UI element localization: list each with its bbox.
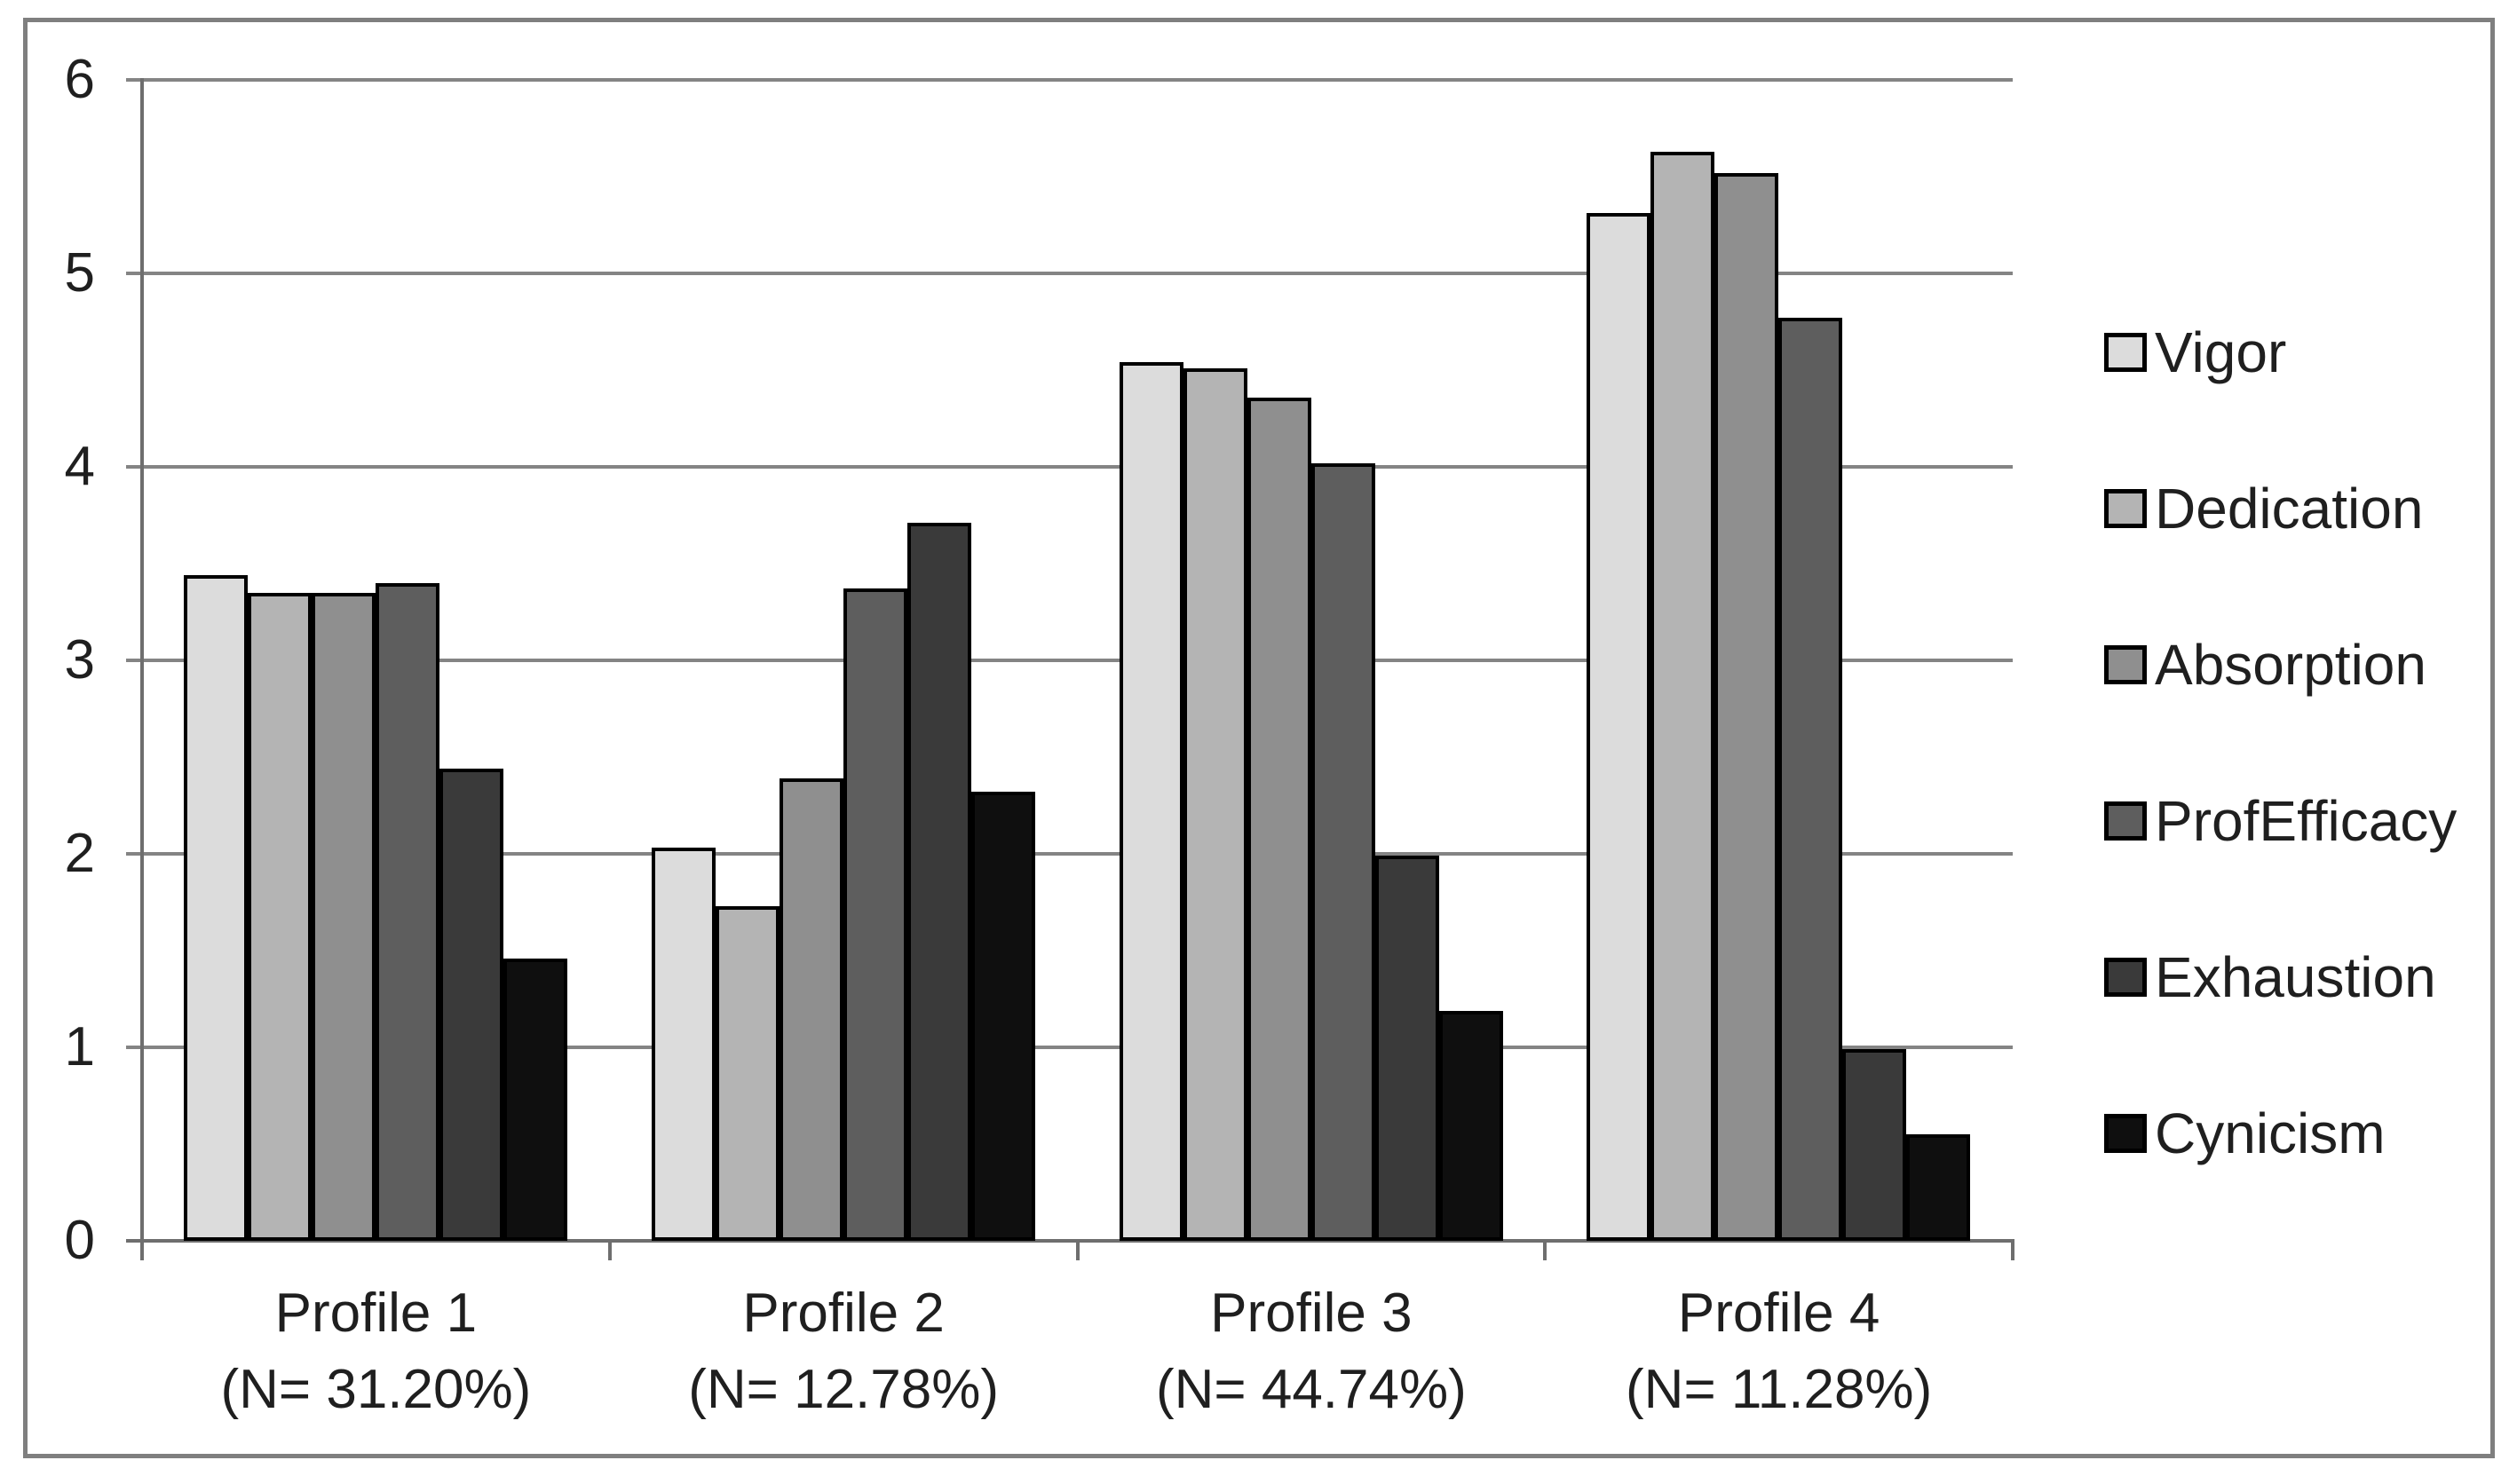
y-tick-label-4: 4 bbox=[64, 436, 95, 497]
y-tick-label-6: 6 bbox=[64, 49, 95, 110]
x-label-profile-4: Profile 4 bbox=[1677, 1283, 1880, 1344]
bar-dedication-profile-3 bbox=[1183, 368, 1247, 1241]
x-label-profile-3: Profile 3 bbox=[1210, 1283, 1413, 1344]
x-sublabel-profile-1: (N= 31.20%) bbox=[220, 1359, 532, 1420]
bar-vigor-profile-3 bbox=[1120, 362, 1183, 1241]
gridline-3 bbox=[126, 659, 2013, 662]
x-axis-tick-2 bbox=[1075, 1241, 1080, 1260]
legend-swatch-absorption bbox=[2104, 645, 2147, 684]
x-sublabel-profile-2: (N= 12.78%) bbox=[688, 1359, 1000, 1420]
bar-absorption-profile-1 bbox=[312, 593, 376, 1241]
bar-exhaustion-profile-1 bbox=[439, 769, 503, 1241]
bar-vigor-profile-4 bbox=[1587, 213, 1650, 1241]
x-axis-tick-4 bbox=[2011, 1241, 2014, 1260]
gridline-5 bbox=[126, 272, 2013, 275]
legend-label-dedication: Dedication bbox=[2155, 477, 2424, 541]
x-axis-line bbox=[126, 1239, 2014, 1243]
gridline-2 bbox=[126, 852, 2013, 856]
legend-label-vigor: Vigor bbox=[2155, 320, 2287, 384]
x-axis-tick-0 bbox=[140, 1241, 144, 1260]
legend-label-profefficacy: ProfEfficacy bbox=[2155, 789, 2458, 853]
y-tick-label-1: 1 bbox=[64, 1016, 95, 1077]
bar-dedication-profile-1 bbox=[248, 593, 312, 1241]
x-sublabel-profile-4: (N= 11.28%) bbox=[1626, 1359, 1933, 1420]
legend-label-cynicism: Cynicism bbox=[2155, 1101, 2386, 1165]
legend-label-exhaustion: Exhaustion bbox=[2155, 945, 2436, 1009]
x-sublabel-profile-3: (N= 44.74%) bbox=[1155, 1359, 1467, 1420]
bar-exhaustion-profile-4 bbox=[1842, 1049, 1906, 1241]
bar-absorption-profile-3 bbox=[1247, 398, 1311, 1241]
bar-profefficacy-profile-3 bbox=[1311, 463, 1375, 1241]
legend-swatch-exhaustion bbox=[2104, 958, 2147, 997]
x-axis-tick-1 bbox=[607, 1241, 612, 1260]
x-axis-tick-3 bbox=[1543, 1241, 1547, 1260]
legend-swatch-vigor bbox=[2104, 333, 2147, 372]
bar-absorption-profile-4 bbox=[1714, 173, 1778, 1241]
legend-label-absorption: Absorption bbox=[2155, 633, 2426, 697]
y-tick-label-3: 3 bbox=[64, 629, 95, 691]
y-tick-label-2: 2 bbox=[64, 823, 95, 884]
bar-dedication-profile-2 bbox=[716, 906, 780, 1241]
bar-profefficacy-profile-2 bbox=[843, 588, 907, 1241]
x-label-profile-1: Profile 1 bbox=[274, 1283, 478, 1344]
legend-swatch-profefficacy bbox=[2104, 801, 2147, 841]
bar-cynicism-profile-1 bbox=[503, 959, 567, 1241]
bar-vigor-profile-2 bbox=[652, 848, 716, 1241]
gridline-4 bbox=[126, 465, 2013, 469]
bar-cynicism-profile-3 bbox=[1439, 1011, 1503, 1241]
y-tick-label-5: 5 bbox=[64, 242, 95, 304]
bar-profefficacy-profile-4 bbox=[1778, 318, 1842, 1241]
bar-profefficacy-profile-1 bbox=[376, 583, 439, 1241]
y-axis-line bbox=[140, 78, 144, 1243]
bar-cynicism-profile-2 bbox=[971, 792, 1035, 1241]
bar-exhaustion-profile-3 bbox=[1375, 856, 1439, 1241]
x-label-profile-2: Profile 2 bbox=[742, 1283, 945, 1344]
gridline-1 bbox=[126, 1046, 2013, 1049]
gridline-6 bbox=[126, 78, 2013, 82]
y-tick-label-0: 0 bbox=[64, 1210, 95, 1271]
bar-cynicism-profile-4 bbox=[1906, 1134, 1970, 1241]
bar-dedication-profile-4 bbox=[1650, 152, 1714, 1241]
legend-swatch-cynicism bbox=[2104, 1114, 2147, 1153]
bar-vigor-profile-1 bbox=[184, 575, 248, 1241]
legend-swatch-dedication bbox=[2104, 489, 2147, 528]
bar-exhaustion-profile-2 bbox=[907, 523, 971, 1241]
bar-absorption-profile-2 bbox=[780, 778, 843, 1241]
